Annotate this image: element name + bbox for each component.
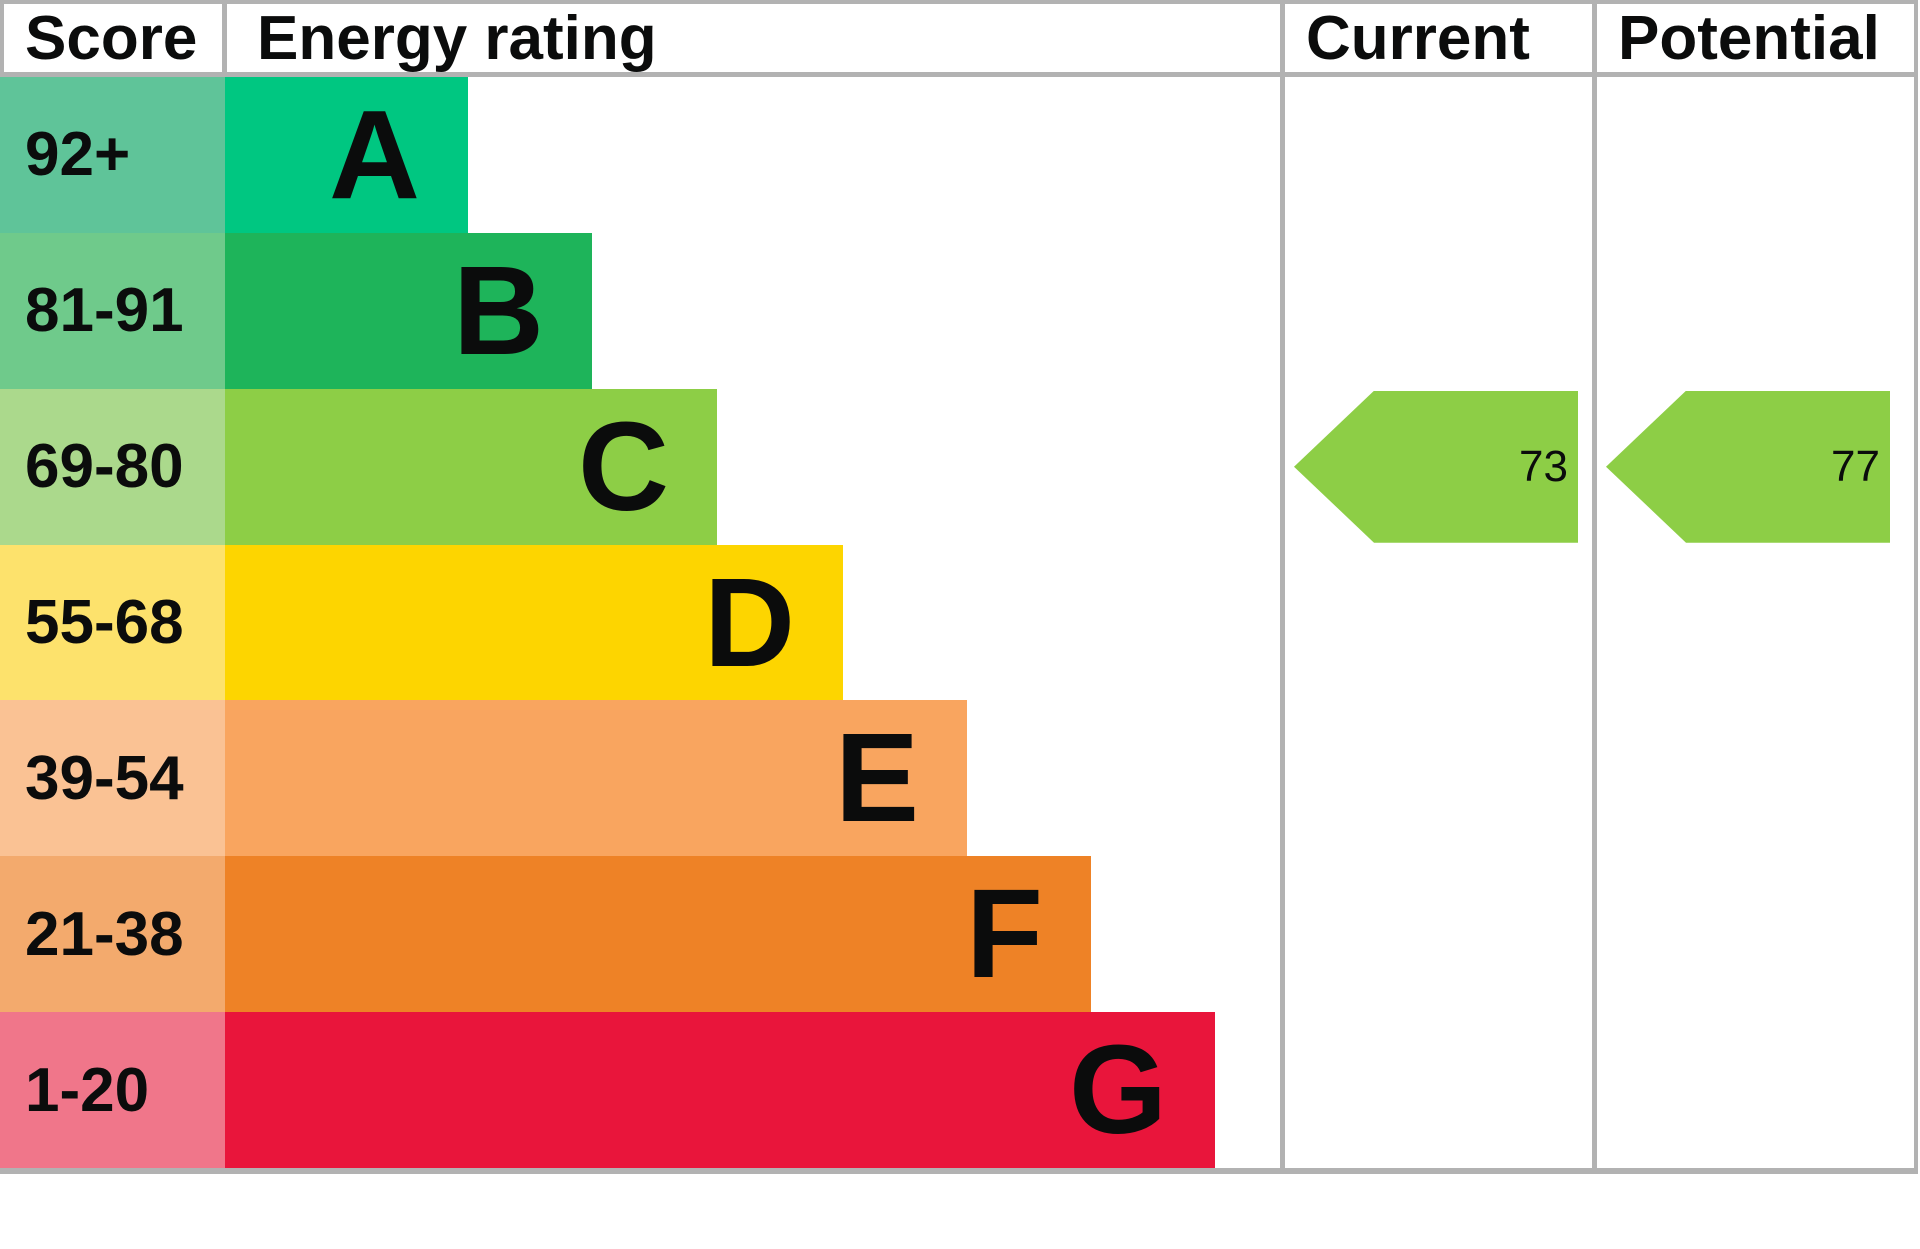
band-row: 92+ A: [0, 77, 1280, 233]
header-left-border: [0, 0, 4, 77]
table-right-border: [1914, 0, 1918, 1174]
score-cell: 39-54: [0, 700, 225, 857]
score-range-label: 92+: [25, 120, 131, 190]
score-cell: 92+: [0, 77, 225, 233]
band-row: 39-54 E: [0, 700, 1280, 857]
potential-arrow-value: 77: [1831, 441, 1880, 491]
score-header: Score: [25, 3, 198, 73]
band-letter: B: [453, 239, 544, 381]
current-header: Current: [1306, 3, 1530, 73]
current-column: 73: [1285, 77, 1592, 1168]
score-cell: 55-68: [0, 544, 225, 701]
score-cell: 81-91: [0, 232, 225, 389]
band-bar: F: [225, 856, 1091, 1013]
potential-arrow: 77: [1606, 390, 1890, 543]
band-bar: A: [225, 77, 468, 233]
score-cell: 1-20: [0, 1012, 225, 1169]
table-bottom-border: [0, 1168, 1918, 1174]
potential-header: Potential: [1618, 3, 1880, 73]
epc-energy-rating-chart: Score Energy rating Current Potential 92…: [0, 0, 1918, 1176]
score-column-divider: [222, 0, 227, 77]
band-row: 1-20 G: [0, 1012, 1280, 1169]
score-range-label: 81-91: [25, 276, 184, 346]
energy-rating-header: Energy rating: [257, 3, 657, 73]
score-range-label: 1-20: [25, 1055, 150, 1125]
band-row: 21-38 F: [0, 856, 1280, 1013]
band-letter: G: [1068, 1019, 1167, 1161]
potential-column-divider: [1592, 0, 1597, 1174]
potential-column: 77: [1597, 77, 1914, 1168]
band-rows: 92+ A 81-91 B 69-80 C 55-68 D 39-54 E: [0, 77, 1280, 1169]
current-arrow-value: 73: [1519, 441, 1568, 491]
band-letter: F: [966, 863, 1043, 1005]
band-bar: G: [225, 1012, 1215, 1169]
score-range-label: 39-54: [25, 743, 184, 813]
current-column-divider: [1280, 0, 1285, 1174]
band-row: 81-91 B: [0, 232, 1280, 389]
band-bar: B: [225, 232, 592, 389]
band-letter: A: [329, 83, 420, 225]
band-bar: E: [225, 700, 967, 857]
score-cell: 21-38: [0, 856, 225, 1013]
current-arrow: 73: [1294, 390, 1578, 543]
band-letter: C: [578, 395, 669, 537]
score-range-label: 55-68: [25, 588, 184, 657]
band-bar: D: [225, 544, 843, 701]
score-range-label: 69-80: [25, 432, 184, 502]
band-row: 55-68 D: [0, 544, 1280, 701]
band-row: 69-80 C: [0, 388, 1280, 545]
band-letter: E: [834, 707, 919, 849]
score-range-label: 21-38: [25, 899, 184, 969]
score-cell: 69-80: [0, 388, 225, 545]
band-letter: D: [704, 551, 795, 693]
band-bar: C: [225, 388, 717, 545]
header-bottom-border: [0, 72, 1918, 77]
table-top-border: [0, 0, 1918, 4]
